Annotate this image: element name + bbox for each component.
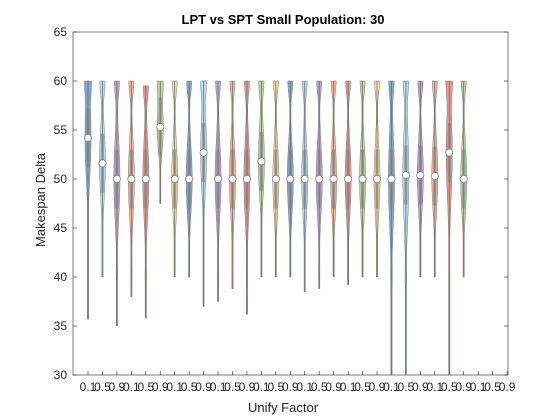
violin-median <box>387 174 396 183</box>
y-tick-label: 30 <box>54 368 68 382</box>
x-tick-label: 0.9 <box>109 380 126 394</box>
x-tick-label: 0.1 <box>123 380 140 394</box>
x-tick-label: 0.9 <box>239 380 256 394</box>
y-axis-label: Makespan Delta <box>33 152 48 247</box>
x-tick-label: 0.5 <box>484 380 501 394</box>
violin-median <box>430 172 439 181</box>
violin-median <box>401 171 410 180</box>
x-tick-label: 0.1 <box>340 380 357 394</box>
x-tick-label: 0.5 <box>311 380 328 394</box>
violin-median <box>416 171 425 180</box>
violin-median <box>242 174 251 183</box>
x-tick-label: 0.9 <box>412 380 429 394</box>
violin-median <box>257 157 266 166</box>
y-tick-label: 65 <box>54 25 68 39</box>
y-tick-label: 50 <box>54 172 68 186</box>
chart-title: LPT vs SPT Small Population: 30 <box>182 12 385 27</box>
x-tick-label: 0.9 <box>499 380 516 394</box>
violin-median <box>98 159 107 168</box>
violin-median <box>329 174 338 183</box>
x-tick-label: 0.5 <box>94 380 111 394</box>
y-tick-label: 60 <box>54 74 68 88</box>
violin-median <box>372 174 381 183</box>
violin-median <box>459 174 468 183</box>
x-tick-label: 0.1 <box>80 380 97 394</box>
x-tick-label: 0.1 <box>253 380 270 394</box>
violin-median <box>170 174 179 183</box>
x-tick-label: 0.9 <box>325 380 342 394</box>
x-tick-label: 0.5 <box>398 380 415 394</box>
x-tick-label: 0.5 <box>268 380 285 394</box>
x-tick-label: 0.9 <box>455 380 472 394</box>
x-axis-label: Unify Factor <box>248 400 319 415</box>
violin-median <box>84 133 93 142</box>
x-tick-label: 0.5 <box>137 380 154 394</box>
violin-median <box>112 174 121 183</box>
y-tick-label: 40 <box>54 270 68 284</box>
violin-median <box>286 174 295 183</box>
x-tick-label: 0.1 <box>383 380 400 394</box>
x-tick-label: 0.5 <box>354 380 371 394</box>
violin-median <box>300 174 309 183</box>
violin-median <box>271 174 280 183</box>
x-tick-label: 0.9 <box>282 380 299 394</box>
x-tick-label: 0.9 <box>369 380 386 394</box>
x-tick-label: 0.5 <box>441 380 458 394</box>
x-tick-label: 0.5 <box>181 380 198 394</box>
x-tick-label: 0.1 <box>470 380 487 394</box>
violin-median <box>358 174 367 183</box>
violin-median <box>127 174 136 183</box>
x-tick-label: 0.1 <box>210 380 227 394</box>
violin-median <box>445 148 454 157</box>
violin-median <box>199 148 208 157</box>
violin-median <box>344 174 353 183</box>
violin-median <box>156 123 165 132</box>
x-tick-label: 0.1 <box>426 380 443 394</box>
x-tick-label: 0.9 <box>152 380 169 394</box>
y-tick-label: 45 <box>54 221 68 235</box>
violin-median <box>185 174 194 183</box>
x-tick-label: 0.1 <box>166 380 183 394</box>
x-tick-label: 0.1 <box>296 380 313 394</box>
violin-median <box>214 174 223 183</box>
plot-area: 30354045505560650.10.50.90.10.50.90.10.5… <box>54 25 516 394</box>
violin-median <box>315 174 324 183</box>
violin-median <box>228 174 237 183</box>
y-tick-label: 55 <box>54 123 68 137</box>
violin-median <box>141 174 150 183</box>
y-tick-label: 35 <box>54 319 68 333</box>
x-tick-label: 0.5 <box>224 380 241 394</box>
x-tick-label: 0.9 <box>195 380 212 394</box>
